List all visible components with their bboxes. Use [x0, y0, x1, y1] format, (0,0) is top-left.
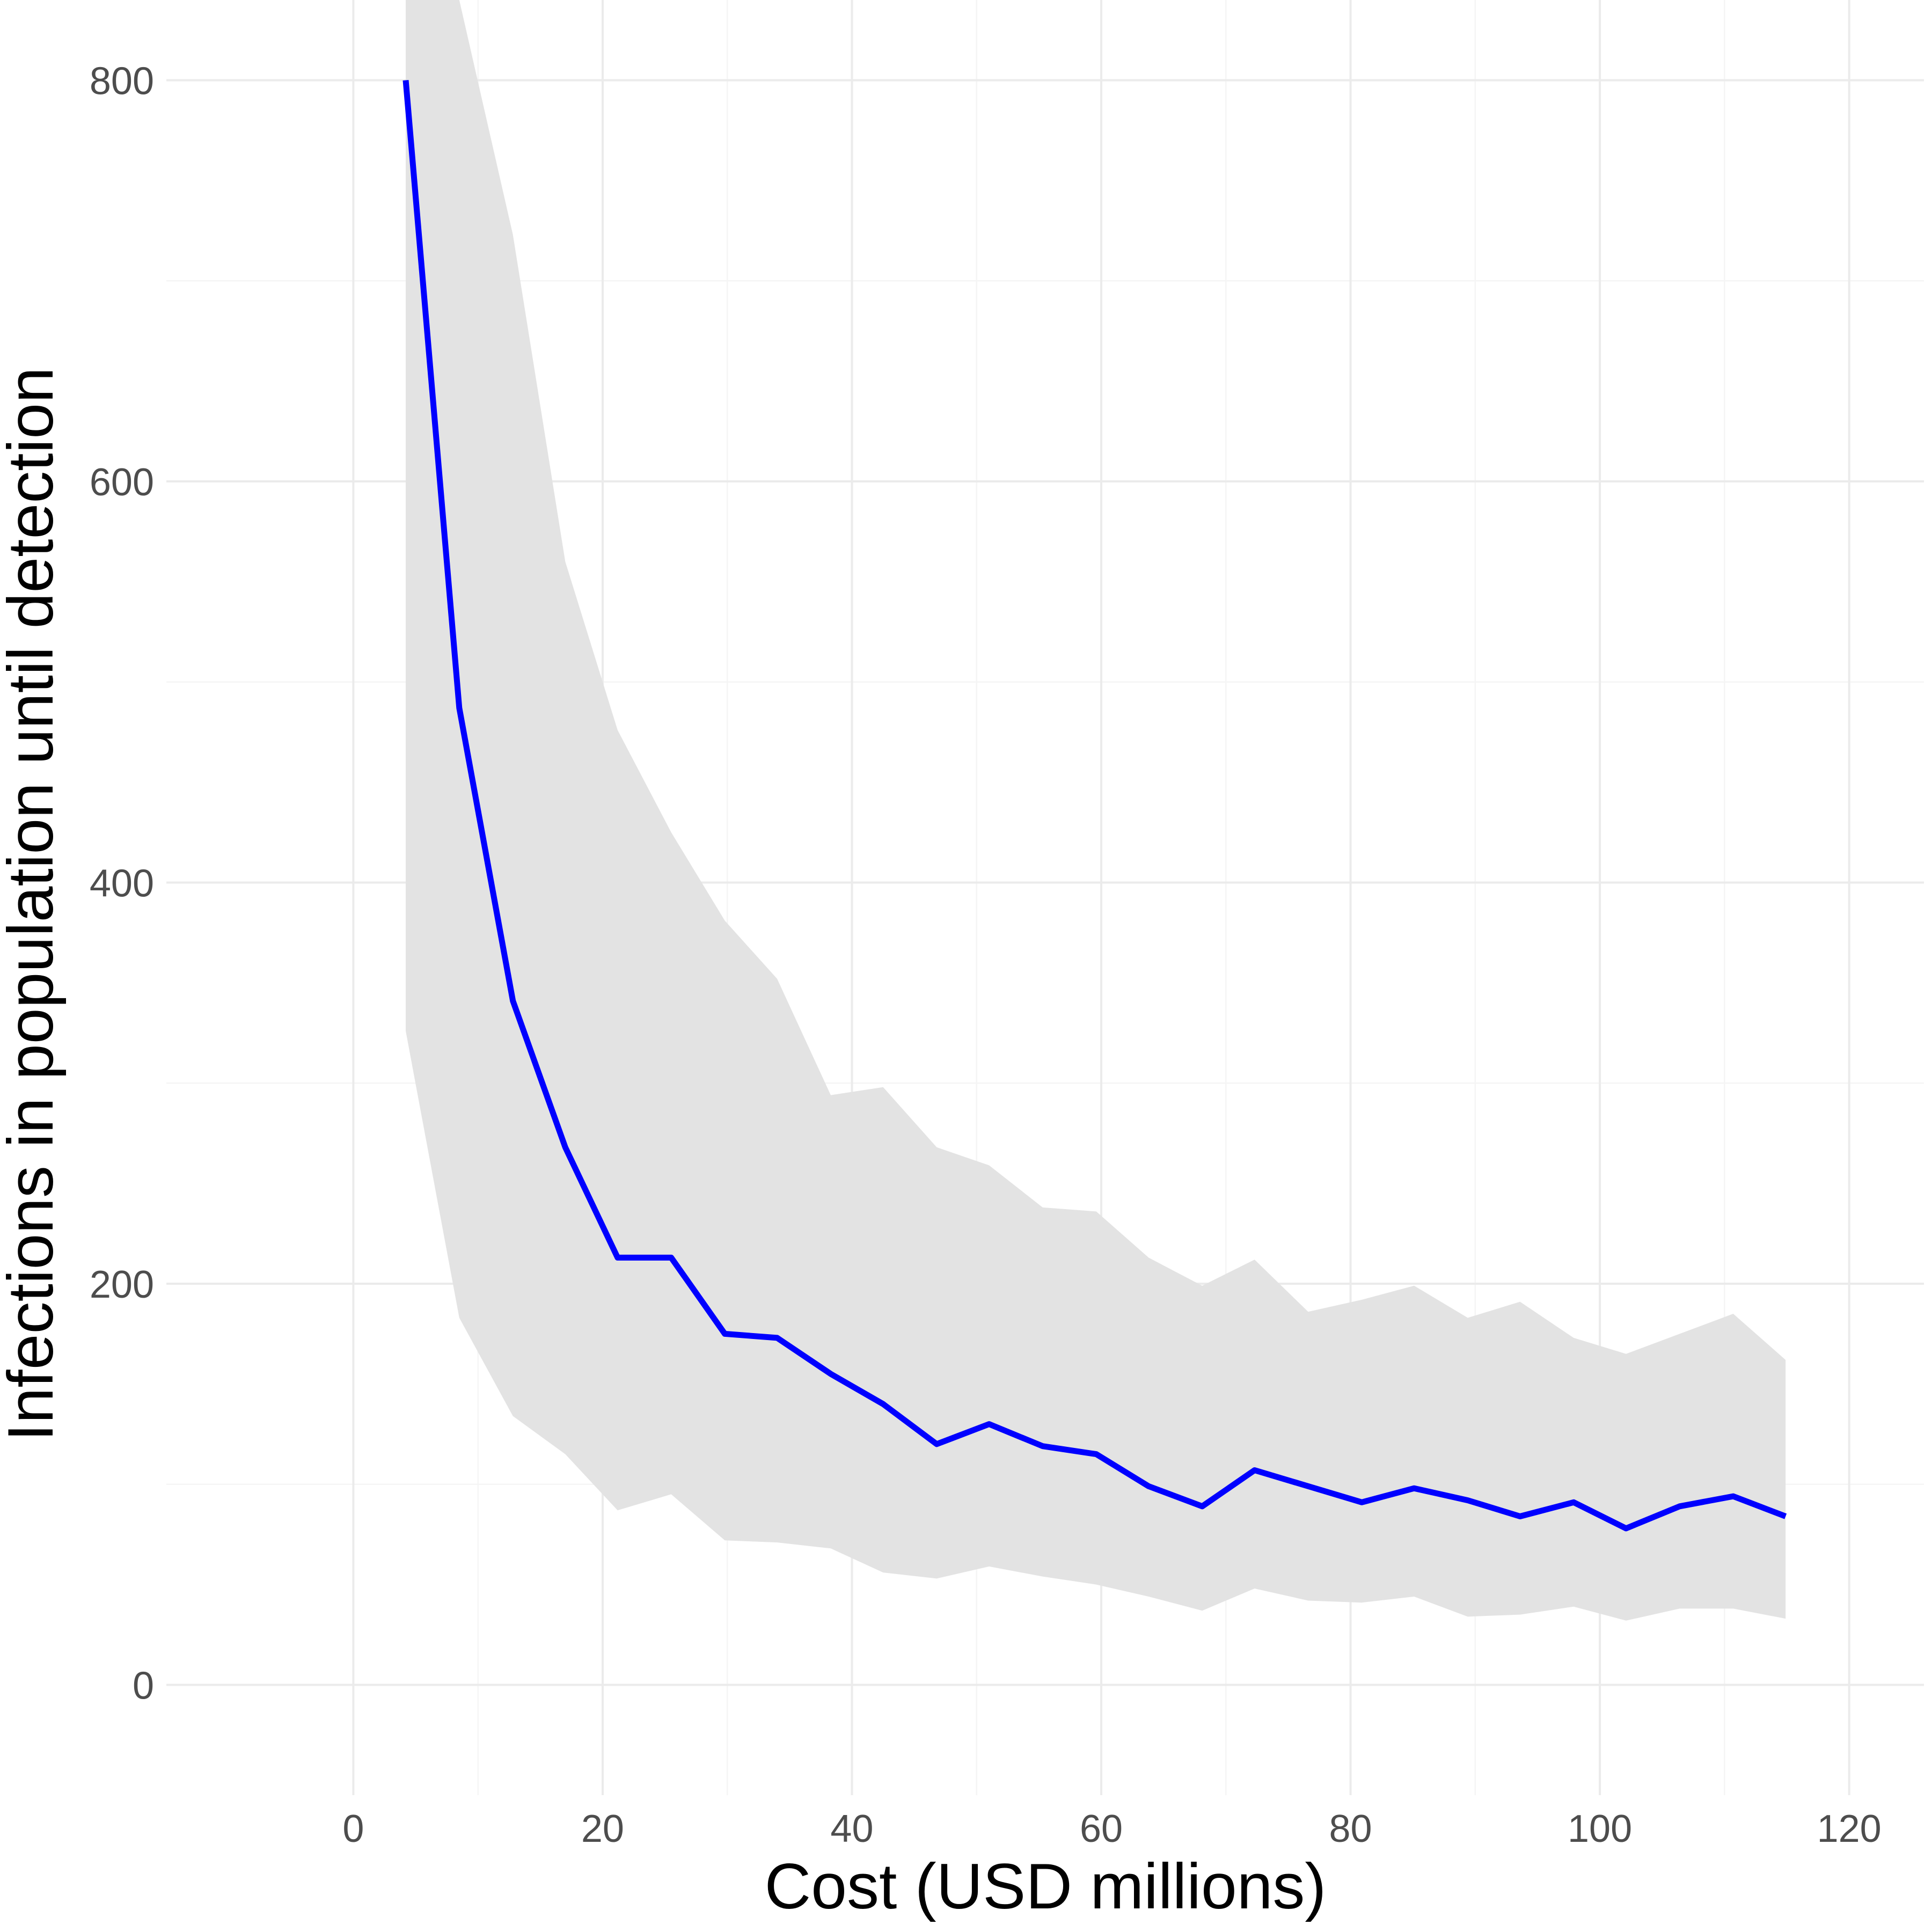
x-tick-label: 120 — [1817, 1807, 1882, 1850]
y-axis-title: Infections in population until detection — [0, 367, 67, 1441]
y-axis-tick-labels: 0 200 400 600 800 — [90, 60, 154, 1707]
x-axis-title: Cost (USD millions) — [765, 1850, 1327, 1922]
y-tick-label: 0 — [133, 1664, 154, 1707]
x-axis-tick-labels: 0 20 40 60 80 100 120 — [342, 1807, 1881, 1850]
y-tick-label: 800 — [90, 60, 154, 103]
x-tick-label: 100 — [1568, 1807, 1632, 1850]
y-tick-label: 200 — [90, 1263, 154, 1306]
x-tick-label: 40 — [830, 1807, 873, 1850]
x-tick-label: 20 — [581, 1807, 624, 1850]
series-line-layer — [402, 80, 1787, 1532]
y-tick-label: 600 — [90, 461, 154, 504]
x-tick-label: 60 — [1080, 1807, 1123, 1850]
y-tick-label: 400 — [90, 862, 154, 905]
x-tick-label: 80 — [1329, 1807, 1372, 1850]
confidence-band-layer — [406, 0, 1786, 1621]
x-tick-label: 0 — [342, 1807, 364, 1850]
confidence-band — [406, 0, 1786, 1621]
